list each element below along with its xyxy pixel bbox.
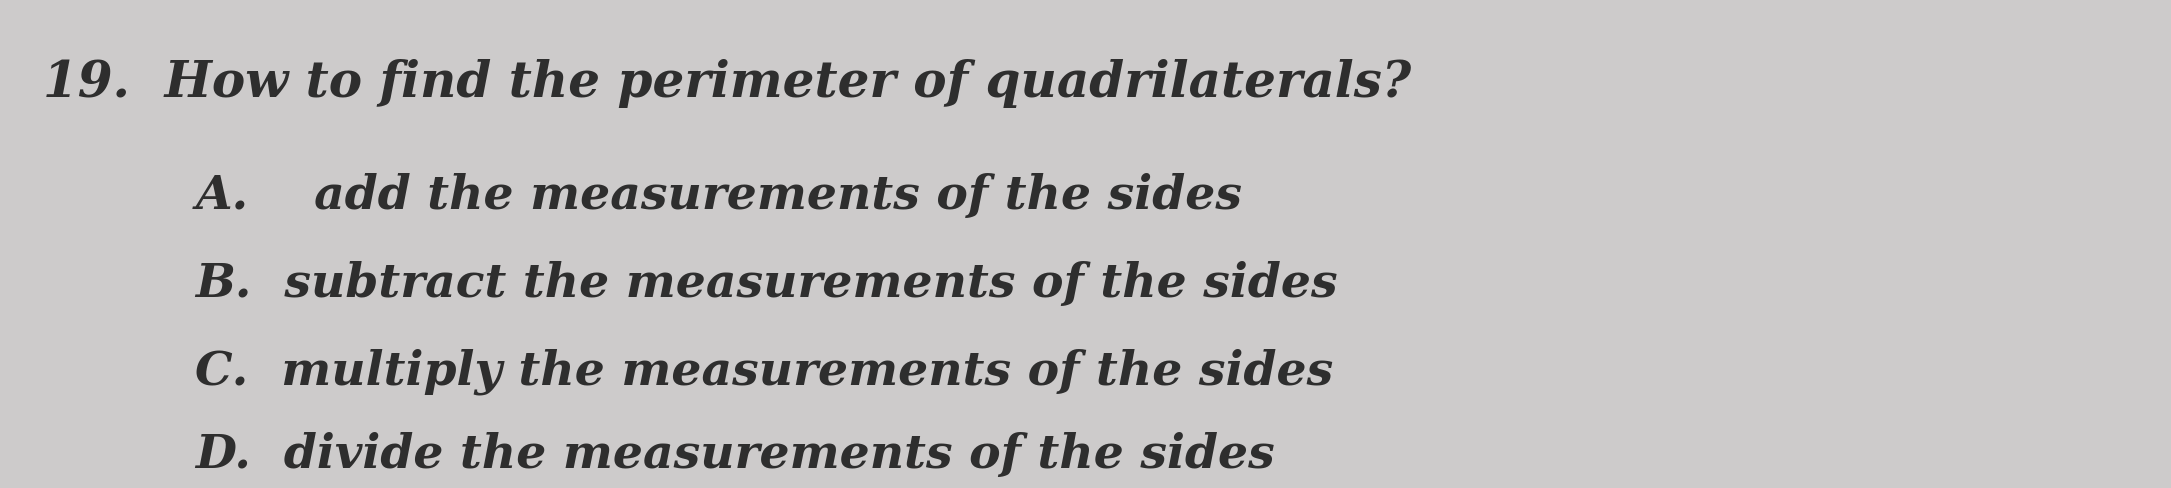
Text: C.  multiply the measurements of the sides: C. multiply the measurements of the side… [195,347,1333,394]
Text: D.  divide the measurements of the sides: D. divide the measurements of the sides [195,431,1274,477]
Text: B.  subtract the measurements of the sides: B. subtract the measurements of the side… [195,260,1337,306]
Text: A.    add the measurements of the sides: A. add the measurements of the sides [195,172,1242,218]
Text: 19.  How to find the perimeter of quadrilaterals?: 19. How to find the perimeter of quadril… [43,59,1411,107]
